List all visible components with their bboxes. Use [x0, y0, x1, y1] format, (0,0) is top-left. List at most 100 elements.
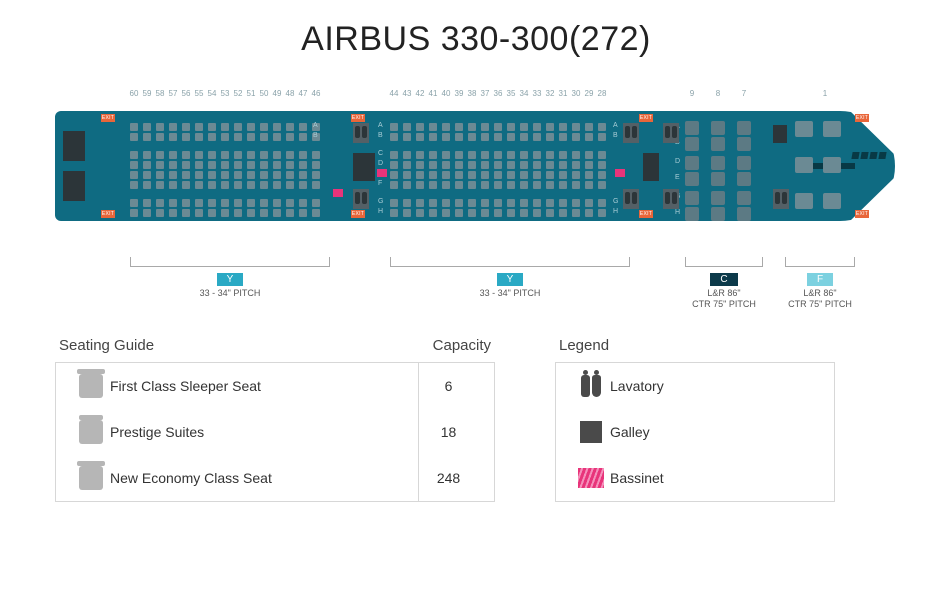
economy-seat: [546, 171, 554, 179]
economy-seat: [273, 123, 281, 131]
economy-seat: [169, 151, 177, 159]
economy-seat: [507, 133, 515, 141]
row-number: 60: [130, 89, 139, 98]
prestige-seat: [711, 207, 725, 221]
economy-seat: [169, 199, 177, 207]
prestige-seat: [711, 121, 725, 135]
economy-seat: [234, 161, 242, 169]
economy-seat: [390, 123, 398, 131]
economy-seat: [273, 151, 281, 159]
economy-seat: [286, 161, 294, 169]
economy-seat: [143, 209, 151, 217]
economy-seat: [273, 181, 281, 189]
prestige-seat: [737, 191, 751, 205]
economy-seat: [416, 181, 424, 189]
galley-block: [63, 131, 85, 161]
economy-seat: [585, 181, 593, 189]
economy-seat: [286, 199, 294, 207]
economy-seat: [260, 161, 268, 169]
row-number: 28: [598, 89, 607, 98]
row-number: 49: [273, 89, 282, 98]
prestige-seat: [737, 156, 751, 170]
lavatory-block: [663, 189, 679, 209]
prestige-seat: [685, 156, 699, 170]
lavatory-block: [623, 123, 639, 143]
row-number: 54: [208, 89, 217, 98]
prestige-seat: [737, 172, 751, 186]
economy-seat: [429, 161, 437, 169]
seat-letter-label: H: [613, 208, 618, 215]
legend-label: Galley: [610, 424, 818, 440]
economy-seat: [234, 199, 242, 207]
economy-seat: [299, 133, 307, 141]
economy-seat: [533, 199, 541, 207]
economy-seat: [273, 209, 281, 217]
economy-seat: [546, 209, 554, 217]
economy-seat: [468, 199, 476, 207]
economy-seat: [299, 161, 307, 169]
cabin-class-badge: Y: [217, 273, 244, 286]
prestige-seat: [711, 172, 725, 186]
seat-letter-label: E: [675, 174, 680, 181]
seat-map: 6059585756555453525150494847464443424140…: [55, 89, 897, 249]
economy-seat: [416, 133, 424, 141]
seat-letter-label: H: [675, 209, 680, 216]
economy-seat: [429, 151, 437, 159]
lavatory-block: [663, 123, 679, 143]
economy-seat: [507, 171, 515, 179]
economy-seat: [598, 133, 606, 141]
economy-seat: [182, 133, 190, 141]
economy-seat: [481, 171, 489, 179]
economy-seat: [234, 181, 242, 189]
seat-letter-label: B: [613, 132, 618, 139]
economy-seat: [260, 123, 268, 131]
seat-class-capacity: 18: [418, 409, 478, 455]
economy-seat: [598, 171, 606, 179]
economy-seat: [156, 123, 164, 131]
economy-seat: [143, 171, 151, 179]
economy-seat: [182, 171, 190, 179]
economy-seat: [455, 123, 463, 131]
economy-seat: [286, 171, 294, 179]
economy-seat: [169, 209, 177, 217]
seat-class-icon: [72, 466, 110, 490]
seat-letter-label: B: [313, 132, 318, 139]
economy-seat: [273, 161, 281, 169]
economy-seat: [221, 199, 229, 207]
first-class-seat: [823, 157, 841, 173]
economy-seat: [572, 199, 580, 207]
economy-seat: [442, 133, 450, 141]
economy-seat: [572, 209, 580, 217]
economy-seat: [260, 199, 268, 207]
prestige-seat: [685, 172, 699, 186]
economy-seat: [442, 123, 450, 131]
economy-seat: [559, 209, 567, 217]
seat-letter-label: G: [613, 198, 618, 205]
economy-seat: [195, 171, 203, 179]
economy-seat: [130, 209, 138, 217]
economy-seat: [247, 151, 255, 159]
economy-seat: [416, 161, 424, 169]
bassinet-icon: [572, 468, 610, 488]
economy-seat: [312, 171, 320, 179]
legend-row: Bassinet: [556, 455, 834, 501]
row-number: 56: [182, 89, 191, 98]
economy-seat: [221, 161, 229, 169]
economy-seat: [533, 181, 541, 189]
economy-seat: [572, 171, 580, 179]
economy-seat: [312, 151, 320, 159]
seat-class-icon: [72, 420, 110, 444]
lavatory-icon: [572, 375, 610, 397]
economy-seat: [286, 181, 294, 189]
prestige-seat: [685, 137, 699, 151]
economy-seat: [208, 171, 216, 179]
economy-seat: [559, 133, 567, 141]
legend-table: Legend LavatoryGalleyBassinet: [555, 337, 835, 502]
economy-seat: [416, 199, 424, 207]
economy-seat: [208, 123, 216, 131]
galley-block: [643, 153, 659, 181]
row-number: 50: [260, 89, 269, 98]
row-number: 29: [585, 89, 594, 98]
economy-seat: [312, 199, 320, 207]
economy-seat: [169, 133, 177, 141]
